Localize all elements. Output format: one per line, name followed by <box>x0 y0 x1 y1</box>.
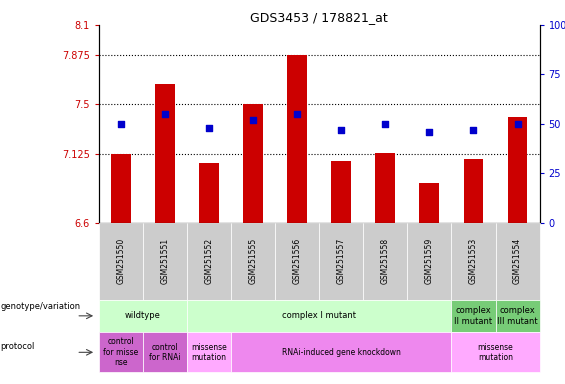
Text: genotype/variation: genotype/variation <box>1 302 81 311</box>
Text: GSM251552: GSM251552 <box>205 238 214 284</box>
Point <box>116 121 125 127</box>
Text: GSM251557: GSM251557 <box>337 238 346 284</box>
Point <box>293 111 302 117</box>
Text: missense
mutation: missense mutation <box>477 343 514 362</box>
Text: complex I mutant: complex I mutant <box>282 311 356 320</box>
Point <box>249 117 258 123</box>
Point <box>381 121 390 127</box>
Bar <box>419 183 440 223</box>
Title: GDS3453 / 178821_at: GDS3453 / 178821_at <box>250 11 388 24</box>
Text: complex
III mutant: complex III mutant <box>497 306 538 326</box>
Text: GSM251551: GSM251551 <box>160 238 170 284</box>
Text: GSM251556: GSM251556 <box>293 238 302 284</box>
Point <box>205 125 214 131</box>
Text: GSM251555: GSM251555 <box>249 238 258 284</box>
Text: GSM251558: GSM251558 <box>381 238 390 284</box>
Text: GSM251554: GSM251554 <box>513 238 522 284</box>
Bar <box>463 159 484 223</box>
Point <box>337 127 346 133</box>
Text: wildtype: wildtype <box>125 311 161 320</box>
Bar <box>507 117 528 223</box>
Bar <box>111 154 131 223</box>
Bar <box>331 161 351 223</box>
Bar <box>243 104 263 223</box>
Bar <box>287 55 307 223</box>
Bar <box>155 84 175 223</box>
Bar <box>199 164 219 223</box>
Text: RNAi-induced gene knockdown: RNAi-induced gene knockdown <box>282 348 401 357</box>
Text: control
for RNAi: control for RNAi <box>149 343 181 362</box>
Text: GSM251550: GSM251550 <box>116 238 125 284</box>
Text: control
for misse
nse: control for misse nse <box>103 338 138 367</box>
Bar <box>375 153 396 223</box>
Text: protocol: protocol <box>1 342 35 351</box>
Point <box>160 111 170 117</box>
Point <box>469 127 478 133</box>
Text: GSM251553: GSM251553 <box>469 238 478 284</box>
Text: complex
II mutant: complex II mutant <box>454 306 493 326</box>
Point <box>513 121 522 127</box>
Point <box>425 129 434 135</box>
Text: missense
mutation: missense mutation <box>191 343 227 362</box>
Text: GSM251559: GSM251559 <box>425 238 434 284</box>
